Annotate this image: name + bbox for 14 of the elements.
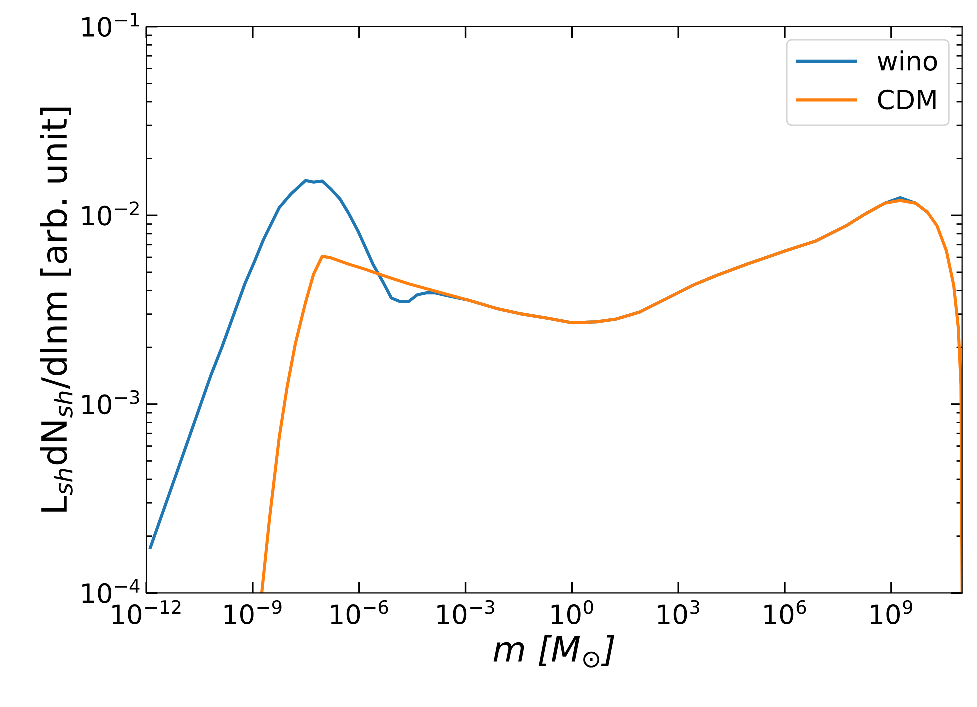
x-tick-label: 10$^{0}$ [552,600,594,625]
y-tick-label: 10$^{−3}$ [82,390,140,415]
x-tick-label: 10$^{3}$ [658,600,700,625]
y-tick-label: 10$^{−1}$ [82,13,140,38]
x-tick-label: 10$^{−9}$ [224,600,282,625]
legend-label: CDM [878,90,936,110]
x-axis-title: m [M$_{⊙}$] [494,635,615,668]
x-tick-label: 10$^{6}$ [764,600,806,625]
y-tick-label: 10$^{−2}$ [82,202,139,226]
y-axis-title: L$_{sh}$dN$_{sh}$/dlnm [arb. unit] [40,108,73,512]
legend-label: wino [878,50,938,72]
x-tick-label: 10$^{−3}$ [438,600,494,625]
x-tick-label: 10$^{9}$ [871,600,912,625]
x-tick-label: 10$^{−6}$ [331,600,388,625]
